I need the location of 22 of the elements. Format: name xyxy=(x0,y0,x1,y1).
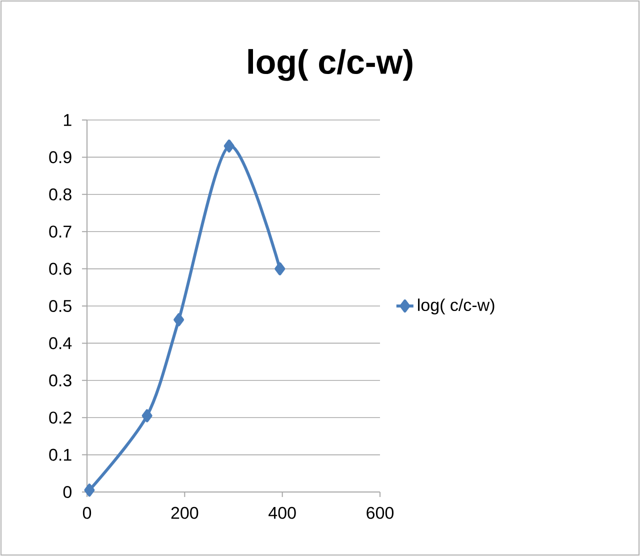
y-tick-label: 0.8 xyxy=(49,188,72,200)
y-tick-label: 0.7 xyxy=(49,226,72,238)
point xyxy=(174,313,184,326)
y-tick-label: 0 xyxy=(63,486,72,498)
x-tick-label: 600 xyxy=(366,506,394,519)
chart-title: log( c/c-w) xyxy=(248,49,412,81)
y-tick-label: 0.6 xyxy=(49,262,72,275)
x-tick-label: 400 xyxy=(268,506,296,519)
point xyxy=(274,262,286,276)
y-tick-label: 0.9 xyxy=(49,151,72,164)
y-tick-label: 0.1 xyxy=(49,448,72,461)
x-tick-label: 0 xyxy=(82,506,92,519)
x-tick-label: 200 xyxy=(171,506,198,519)
y-tick-label: 0.3 xyxy=(49,374,72,386)
legend-label: log( c/c-w) xyxy=(418,298,494,314)
y-tick-label: 1 xyxy=(64,114,72,126)
point xyxy=(84,484,95,497)
y-tick-label: 0.2 xyxy=(49,412,72,424)
point xyxy=(142,409,152,422)
y-tick-label: 0.4 xyxy=(49,337,72,350)
y-tick-label: 0.5 xyxy=(49,300,72,312)
point xyxy=(224,140,234,153)
